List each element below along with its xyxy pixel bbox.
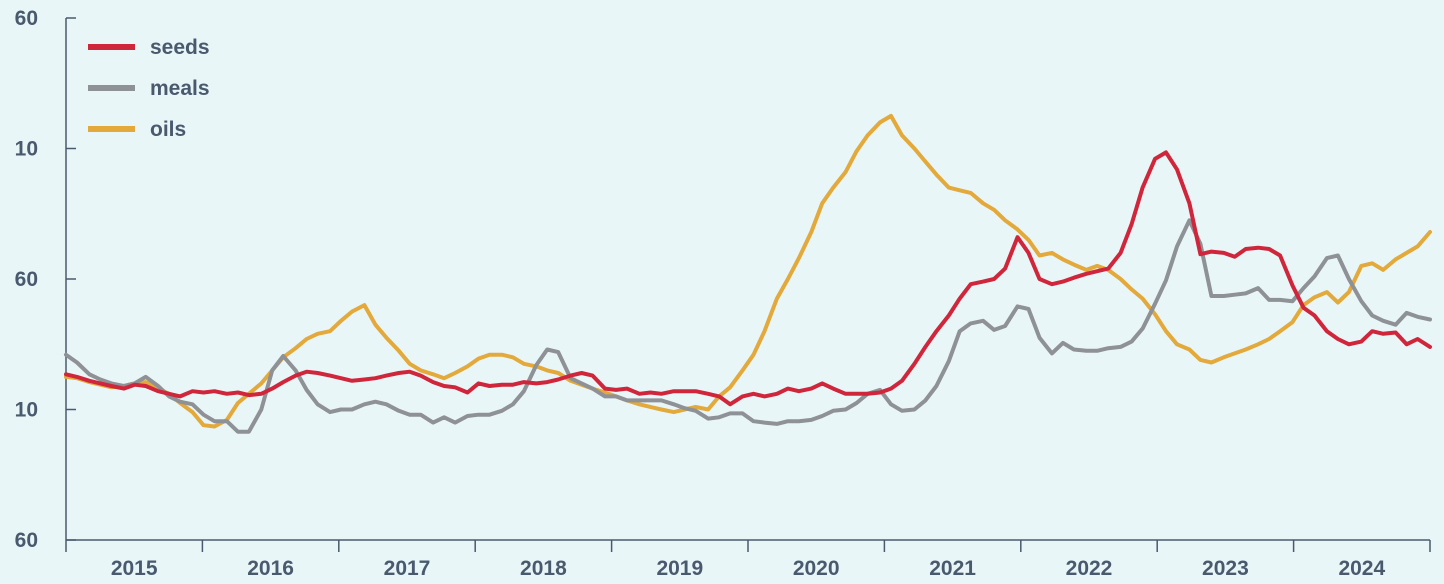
x-tick-label: 2021	[929, 557, 976, 580]
x-tick-label: 2015	[111, 557, 158, 580]
y-tick-label: 10	[15, 138, 38, 161]
series-layer	[64, 113, 1432, 434]
x-tick-label: 2017	[384, 557, 431, 580]
legend: seeds meals oils	[88, 36, 210, 141]
x-axis: 2015 2016 2017 2018 2019 2020 2021 2022 2023 2024	[65, 539, 1431, 580]
x-tick-label: 2020	[793, 557, 840, 580]
series-line-seeds	[64, 150, 1432, 407]
y-tick-label: 60	[15, 268, 38, 291]
series-line-oils	[64, 113, 1432, 429]
x-tick-label: 2024	[1338, 557, 1385, 580]
x-tick-label: 2022	[1066, 557, 1113, 580]
x-tick-label: 2018	[520, 557, 567, 580]
y-tick-label: 60	[15, 529, 38, 552]
legend-label-meals: meals	[150, 77, 210, 100]
legend-label-seeds: seeds	[150, 36, 210, 59]
x-tick-label: 2023	[1202, 557, 1249, 580]
y-tick-label: 10	[15, 399, 38, 422]
legend-label-oils: oils	[150, 118, 186, 141]
x-tick-label: 2016	[247, 557, 294, 580]
y-tick-label: 60	[15, 7, 38, 30]
x-tick-label: 2019	[656, 557, 703, 580]
